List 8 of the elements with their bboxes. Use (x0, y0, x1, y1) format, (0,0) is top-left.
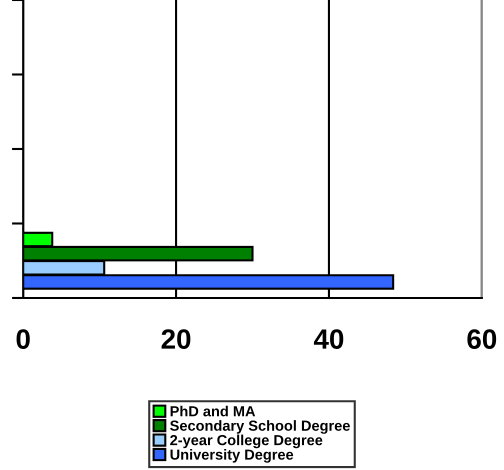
legend-label: PhD and MA (170, 406, 256, 416)
x-tick-label: 0 (16, 329, 30, 349)
x-tick-label: 40 (314, 329, 344, 349)
x-tick-label: 20 (162, 329, 190, 349)
legend-label: University Degree (170, 449, 294, 463)
x-tick-label: 60 (467, 329, 496, 349)
legend-label: 2-year College Degree (170, 434, 322, 448)
legend-label: Secondary School Degree (170, 420, 350, 434)
